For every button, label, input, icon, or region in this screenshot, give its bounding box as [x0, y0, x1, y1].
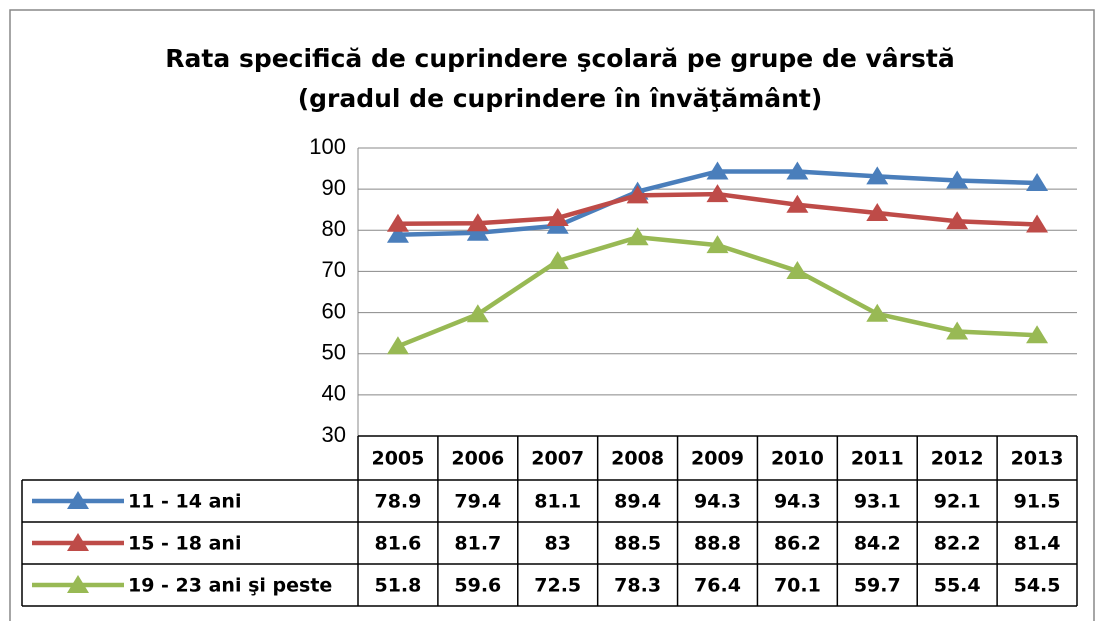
x-tick-label: 2006	[451, 448, 504, 470]
table-value: 82.2	[934, 533, 981, 555]
legend-label: 11 - 14 ani	[128, 491, 241, 513]
y-tick-label: 90	[322, 175, 346, 200]
legend-label: 15 - 18 ani	[128, 533, 241, 555]
table-value: 81.1	[534, 491, 581, 513]
marker	[466, 222, 489, 241]
table-value: 88.8	[694, 533, 741, 555]
y-tick-label: 30	[322, 422, 346, 447]
marker	[786, 194, 809, 213]
table-value: 93.1	[854, 491, 901, 513]
legend-marker	[67, 491, 89, 509]
marker	[866, 166, 889, 185]
x-tick-label: 2005	[371, 448, 424, 470]
y-tick-label: 50	[322, 340, 346, 365]
table-value: 78.9	[374, 491, 421, 513]
marker	[786, 161, 809, 180]
chart-title: Rata specifică de cuprindere şcolară pe …	[165, 44, 954, 73]
marker	[546, 207, 569, 226]
table-value: 76.4	[694, 575, 741, 597]
marker	[706, 235, 729, 254]
table-value: 84.2	[854, 533, 901, 555]
table-value: 70.1	[774, 575, 821, 597]
y-tick-label: 60	[322, 298, 346, 323]
marker	[466, 304, 489, 323]
table-value: 79.4	[454, 491, 501, 513]
marker	[946, 211, 969, 230]
y-tick-label: 70	[322, 257, 346, 282]
table-value: 81.7	[454, 533, 501, 555]
table-value: 88.5	[614, 533, 661, 555]
y-tick-label: 100	[309, 134, 346, 159]
marker	[946, 321, 969, 340]
marker	[626, 227, 649, 246]
y-tick-label: 80	[322, 216, 346, 241]
table-value: 94.3	[694, 491, 741, 513]
y-tick-label: 40	[322, 381, 346, 406]
table-value: 72.5	[534, 575, 581, 597]
marker	[1026, 325, 1049, 344]
table-value: 92.1	[934, 491, 981, 513]
marker	[866, 303, 889, 322]
table-value: 81.6	[374, 533, 421, 555]
table-value: 59.7	[854, 575, 901, 597]
table-value: 86.2	[774, 533, 821, 555]
marker	[466, 213, 489, 232]
table-value: 51.8	[374, 575, 421, 597]
marker	[386, 213, 409, 232]
table-value: 54.5	[1014, 575, 1061, 597]
legend-marker	[67, 533, 89, 551]
marker	[706, 161, 729, 180]
table-value: 59.6	[454, 575, 501, 597]
legend-marker	[67, 575, 89, 593]
chart-subtitle: (gradul de cuprindere în învăţământ)	[298, 84, 823, 113]
marker	[786, 261, 809, 280]
table-value: 94.3	[774, 491, 821, 513]
marker	[1026, 214, 1049, 233]
x-tick-label: 2010	[771, 448, 824, 470]
marker	[1026, 172, 1049, 191]
table-value: 91.5	[1014, 491, 1061, 513]
marker	[866, 203, 889, 222]
table-value: 89.4	[614, 491, 661, 513]
x-tick-label: 2011	[851, 448, 904, 470]
table-value: 78.3	[614, 575, 661, 597]
x-tick-label: 2013	[1011, 448, 1064, 470]
x-tick-label: 2007	[531, 448, 584, 470]
marker	[706, 184, 729, 203]
marker	[626, 185, 649, 204]
x-tick-label: 2009	[691, 448, 744, 470]
marker	[946, 170, 969, 189]
table-value: 55.4	[934, 575, 981, 597]
x-tick-label: 2008	[611, 448, 664, 470]
chart-border	[9, 9, 1095, 621]
marker	[546, 251, 569, 270]
table-value: 83	[544, 533, 570, 555]
table-value: 81.4	[1014, 533, 1061, 555]
marker	[386, 336, 409, 355]
legend-label: 19 - 23 ani şi peste	[128, 575, 332, 597]
x-tick-label: 2012	[931, 448, 984, 470]
marker	[386, 224, 409, 243]
